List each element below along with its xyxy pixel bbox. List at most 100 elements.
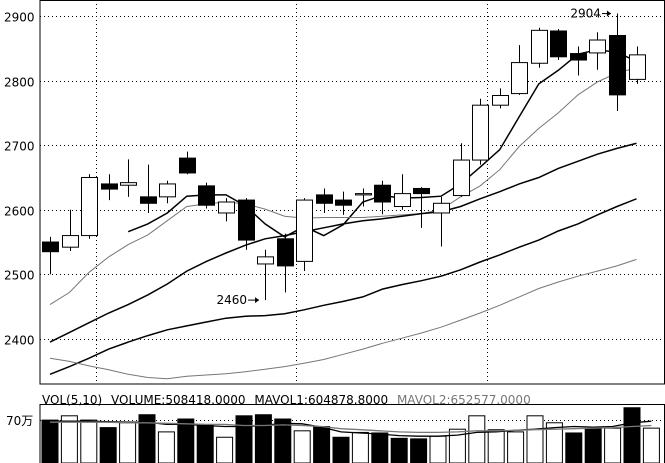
candle-body-down xyxy=(179,157,196,174)
volume-header: VOL(5,10) VOLUME:508418.0000 MAVOL1:6048… xyxy=(42,393,536,407)
candle xyxy=(335,191,352,215)
candle-body-down xyxy=(140,196,157,204)
vol-mavol2: MAVOL2:652577.0000 xyxy=(396,393,531,407)
candle xyxy=(550,29,567,61)
volume-bar xyxy=(507,431,525,463)
volume-bar xyxy=(526,415,544,463)
annotations: 2904 2460 xyxy=(217,7,611,307)
vol-volume: VOLUME:508418.0000 xyxy=(111,393,246,407)
volume-bar xyxy=(429,435,447,463)
price-tick-label: 2500 xyxy=(4,269,35,283)
volume-bar xyxy=(177,418,195,463)
volume-tick-label: 70万 xyxy=(6,414,33,428)
candle-body-up xyxy=(589,39,606,54)
candle xyxy=(511,45,528,95)
candle xyxy=(140,164,157,213)
volume-bar xyxy=(545,422,563,463)
candle-body-down xyxy=(238,199,255,241)
volume-bar xyxy=(274,418,292,463)
moving-average-lines xyxy=(49,48,637,380)
volume-bar xyxy=(235,415,253,463)
volume-bar xyxy=(254,414,272,463)
high-label: 2904 xyxy=(570,7,601,21)
candle-body-down xyxy=(277,238,294,267)
vol-mavol1: MAVOL1:604878.8000 xyxy=(254,393,389,407)
high-arrowhead xyxy=(606,10,611,17)
candle xyxy=(159,180,176,204)
candle xyxy=(218,198,235,222)
candle xyxy=(257,249,274,301)
candle-body-up xyxy=(296,199,313,262)
candle xyxy=(81,174,98,239)
candle-body-up xyxy=(531,29,548,64)
candle xyxy=(531,27,548,68)
volume-bar xyxy=(80,419,98,463)
candle xyxy=(277,233,294,293)
volume-bars xyxy=(41,407,660,463)
candle xyxy=(453,143,470,197)
candle xyxy=(62,209,79,252)
volume-bar xyxy=(371,432,389,463)
candle-body-down xyxy=(198,185,215,206)
volume-bar xyxy=(99,427,117,463)
candle-body-up xyxy=(472,104,489,161)
candle-body-down xyxy=(374,184,391,203)
candle xyxy=(374,180,391,215)
candle-body-up xyxy=(218,201,235,214)
candle-body-up xyxy=(81,176,98,237)
volume-bar xyxy=(604,427,622,463)
candle xyxy=(42,236,59,275)
candle xyxy=(629,46,646,84)
candle-body-up xyxy=(355,193,372,196)
volume-bar xyxy=(410,438,428,463)
candle-body-up xyxy=(511,62,528,95)
vol-title: VOL(5,10) xyxy=(42,393,103,407)
candle-body-down xyxy=(101,183,118,190)
volume-bar xyxy=(351,431,369,463)
candle-body-down xyxy=(570,53,587,61)
candle xyxy=(472,98,489,165)
volume-bar xyxy=(332,436,350,463)
candle xyxy=(394,174,411,210)
grid xyxy=(39,0,665,385)
volume-bar xyxy=(157,431,175,463)
volume-bar xyxy=(390,437,408,463)
price-tick-label: 2400 xyxy=(4,334,35,348)
volume-bar xyxy=(313,426,331,463)
ma-line-ma30 xyxy=(49,198,637,375)
volume-bar xyxy=(293,430,311,463)
candle xyxy=(238,198,255,250)
volume-bar xyxy=(41,419,59,463)
price-tick-label: 2600 xyxy=(4,205,35,219)
candle-body-up xyxy=(120,182,137,186)
candle-body-up xyxy=(62,235,79,248)
ma-line-ma20 xyxy=(49,142,637,343)
price-tick-label: 2900 xyxy=(4,11,35,25)
candle-body-up xyxy=(159,183,176,198)
candle-body-down xyxy=(316,194,333,204)
candle xyxy=(609,13,626,112)
volume-bar xyxy=(584,428,602,463)
candle xyxy=(570,46,587,76)
ma-line-ma60 xyxy=(49,258,637,380)
volume-bar xyxy=(60,415,78,463)
candle-body-down xyxy=(335,199,352,206)
candle xyxy=(120,159,137,197)
candle xyxy=(433,196,450,247)
volume-bar xyxy=(119,422,137,463)
candle xyxy=(101,174,118,201)
volume-bar xyxy=(642,427,660,463)
ma-line-ma10 xyxy=(49,67,637,306)
volume-bar xyxy=(623,407,641,463)
candle xyxy=(179,151,196,175)
candle xyxy=(355,188,372,207)
candlesticks xyxy=(42,13,646,301)
volume-bar xyxy=(487,429,505,463)
candle xyxy=(492,88,509,109)
candle-body-up xyxy=(629,54,646,80)
volume-bar xyxy=(565,432,583,463)
candle xyxy=(296,198,313,272)
candle xyxy=(413,187,430,228)
price-axis: 2400 2500 2600 2700 2800 2900 xyxy=(4,11,35,348)
